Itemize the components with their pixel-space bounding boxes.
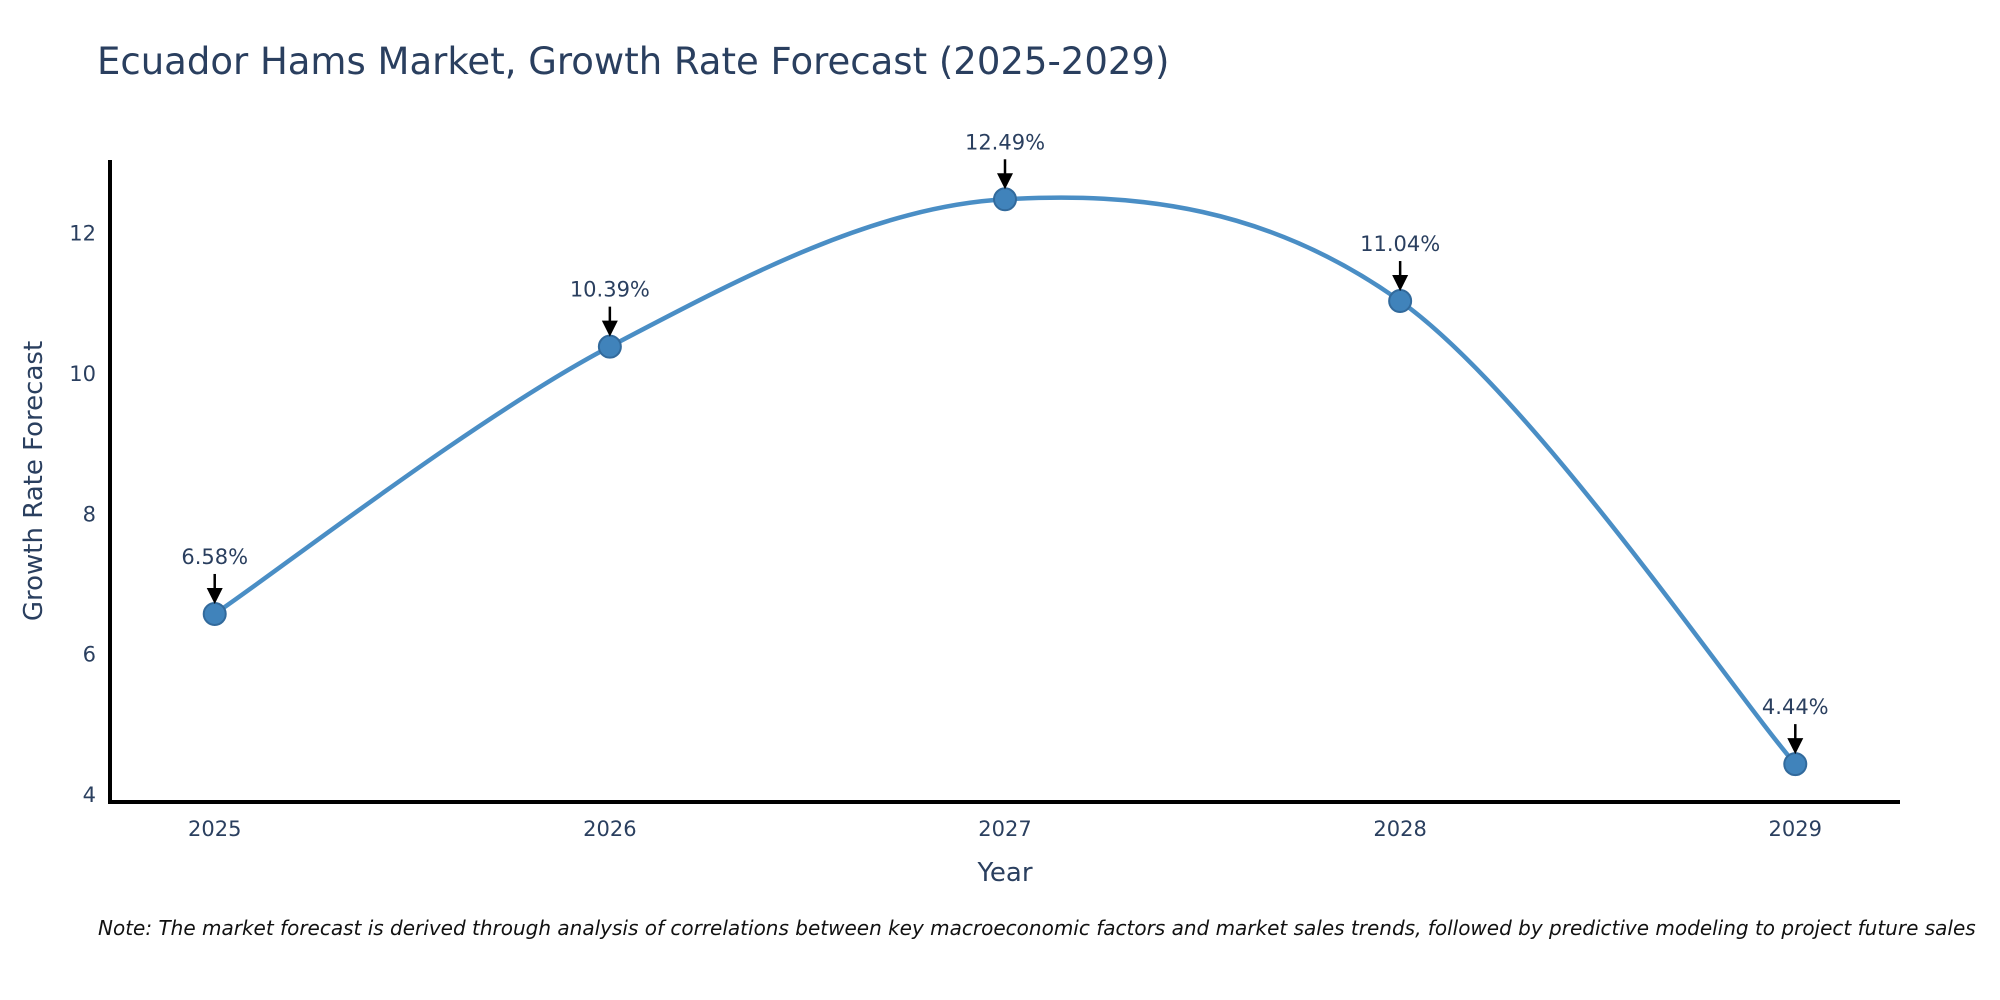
data-point-marker-2029[interactable] <box>1783 752 1808 777</box>
annotation-label: 4.44% <box>1762 695 1829 719</box>
data-point-marker-2028[interactable] <box>1388 289 1413 314</box>
data-point-marker-2025[interactable] <box>202 601 227 626</box>
data-point-marker-2027[interactable] <box>993 187 1017 212</box>
annotation-arrowhead-icon <box>206 587 223 604</box>
y-axis-title: Growth Rate Forecast <box>19 340 49 622</box>
x-tick-label: 2025 <box>188 817 241 841</box>
annotation-arrowhead-icon <box>997 173 1013 190</box>
x-tick-label: 2028 <box>1373 817 1426 841</box>
y-tick-label: 6 <box>83 643 96 667</box>
annotation-label: 6.58% <box>181 545 248 569</box>
annotation-label: 10.39% <box>570 278 650 302</box>
annotation-arrowhead-icon <box>1392 275 1409 292</box>
data-point-marker-2026[interactable] <box>597 334 622 359</box>
footnote: Note: The market forecast is derived thr… <box>98 916 1976 940</box>
x-tick-label: 2027 <box>978 817 1031 841</box>
x-axis-title: Year <box>977 858 1033 888</box>
annotation-arrowhead-icon <box>1787 738 1804 755</box>
x-tick-label: 2029 <box>1769 817 1822 841</box>
annotation-label: 12.49% <box>965 130 1045 154</box>
trend-line <box>212 195 1798 767</box>
annotation-label: 11.04% <box>1360 232 1440 256</box>
y-tick-label: 12 <box>69 222 96 246</box>
y-tick-label: 4 <box>83 783 96 807</box>
chart-title: Ecuador Hams Market, Growth Rate Forecas… <box>97 40 1170 83</box>
x-tick-label: 2026 <box>583 817 636 841</box>
y-tick-label: 8 <box>83 502 96 526</box>
y-tick-label: 10 <box>69 362 96 386</box>
annotation-arrowhead-icon <box>601 320 618 337</box>
